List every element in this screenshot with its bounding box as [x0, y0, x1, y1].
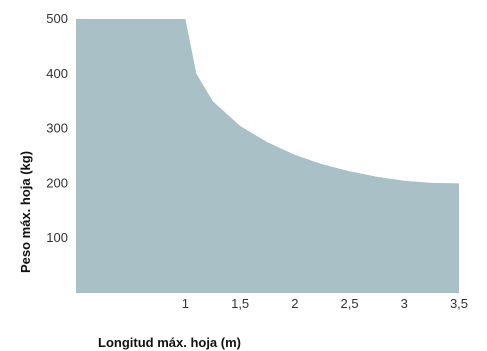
y-tick-label: 400 — [46, 66, 68, 81]
y-tick-label: 100 — [46, 230, 68, 245]
x-tick-label: 1 — [182, 296, 189, 311]
x-tick-label: 3,5 — [450, 296, 468, 311]
x-tick-label: 1,5 — [231, 296, 249, 311]
y-axis-label: Peso máx. hoja (kg) — [18, 151, 33, 273]
max-load-area — [76, 19, 459, 293]
x-tick-label: 2,5 — [341, 296, 359, 311]
y-tick-labels: 100 200 300 400 500 — [46, 11, 68, 245]
y-tick-label: 200 — [46, 175, 68, 190]
y-tick-label: 300 — [46, 121, 68, 136]
y-tick-label: 500 — [46, 11, 68, 26]
x-axis-label: Longitud máx. hoja (m) — [98, 335, 241, 350]
x-tick-label: 2 — [291, 296, 298, 311]
x-tick-labels: 1 1,5 2 2,5 3 3,5 — [182, 296, 468, 311]
x-tick-label: 3 — [401, 296, 408, 311]
